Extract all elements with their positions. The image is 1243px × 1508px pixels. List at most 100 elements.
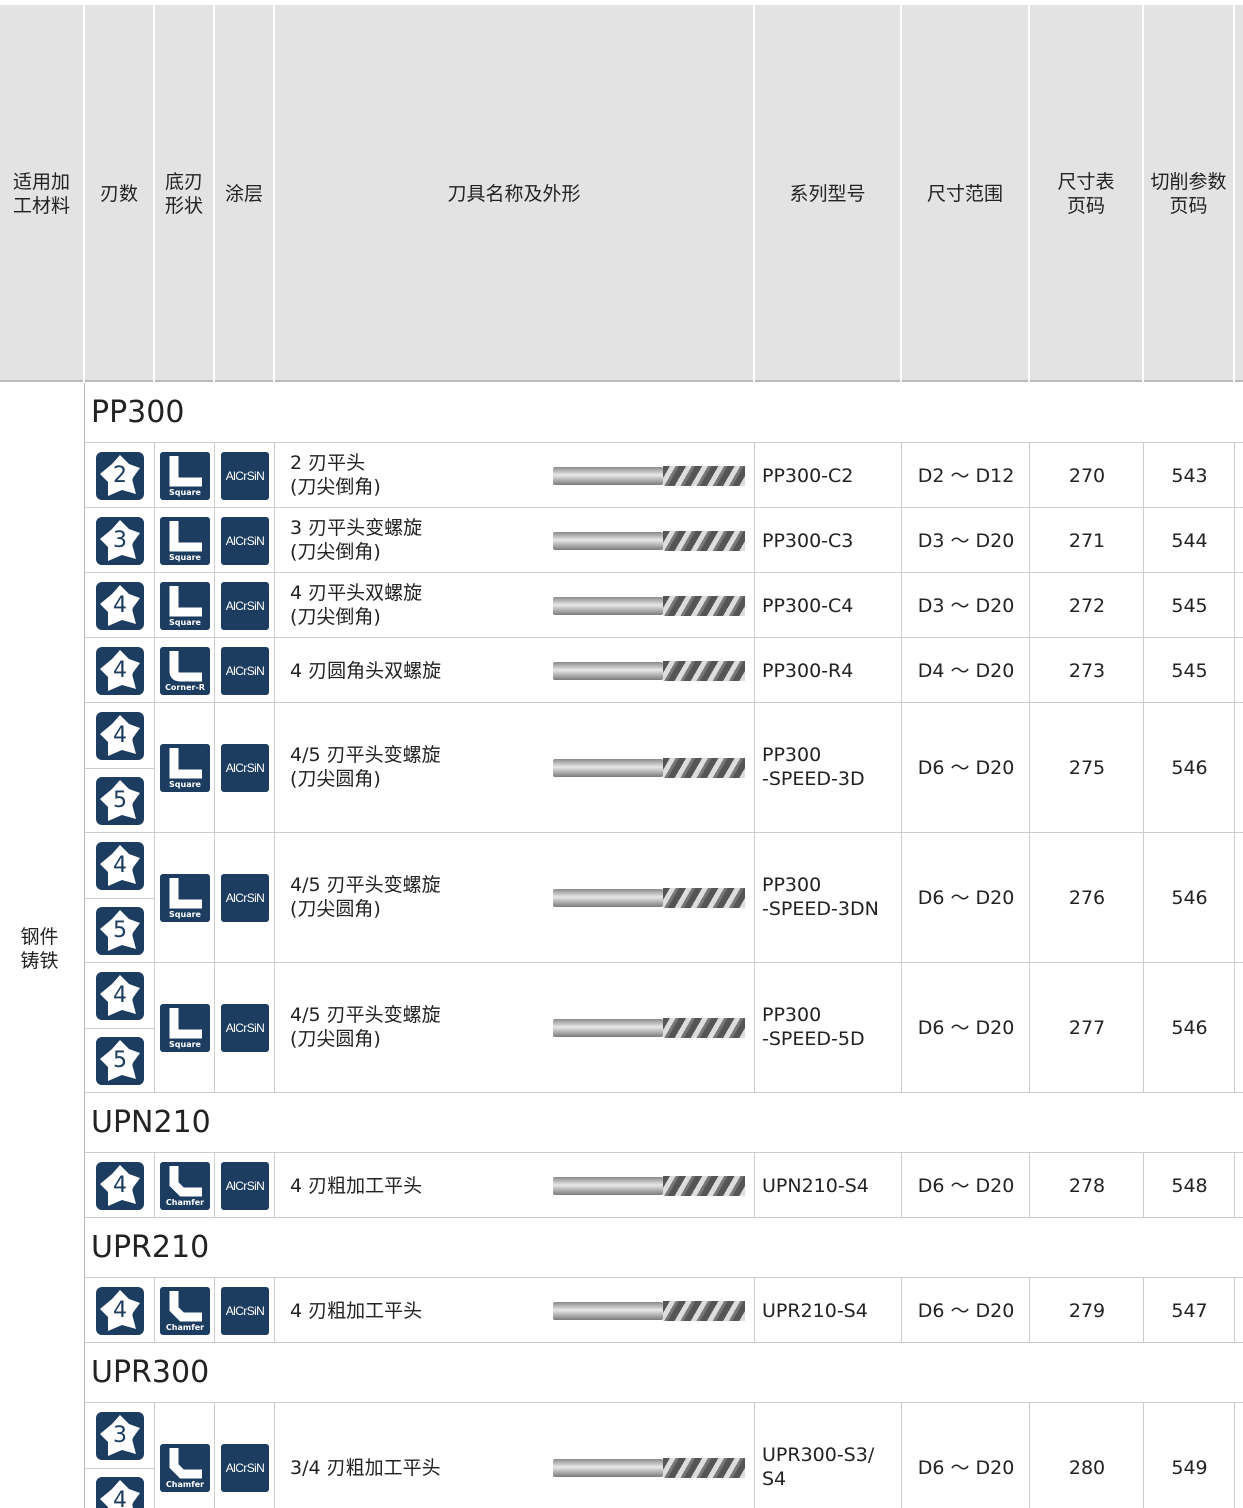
tool-shank bbox=[553, 596, 663, 615]
divider bbox=[85, 1028, 155, 1029]
header-text: 切削参数页码 bbox=[1150, 170, 1227, 217]
note-text: (刀尖倒角) bbox=[290, 605, 381, 628]
range: D6 ～ D20 bbox=[917, 1017, 1015, 1039]
shape-icon: Corner-R bbox=[160, 646, 210, 695]
cut-page: 543 bbox=[1171, 464, 1208, 487]
tool-flutes bbox=[663, 660, 745, 681]
divider bbox=[214, 1153, 215, 1218]
divider bbox=[901, 508, 902, 573]
divider bbox=[901, 703, 902, 833]
flute-number: 4 bbox=[113, 982, 127, 1008]
material: 钢件铸铁 bbox=[0, 925, 85, 973]
tool-flutes bbox=[663, 758, 745, 778]
flute-icon: 2 bbox=[96, 451, 144, 500]
coating-label: AlCrSiN bbox=[225, 533, 265, 548]
flute-number: 5 bbox=[113, 917, 127, 943]
divider bbox=[901, 1153, 902, 1218]
size-page: 273 bbox=[1068, 659, 1106, 682]
row: 3 4 Chamfer AlCrSiN 3/4 刃粗加工平头 UPR300-S3/ S4 D… bbox=[85, 1403, 1243, 1508]
note-text: (刀尖倒角) bbox=[290, 475, 381, 498]
row: 3 Square AlCrSiN 3 刃平头变螺旋 (刀尖倒角) PP300-C3 D3 ～… bbox=[85, 508, 1243, 573]
row: 2 Square AlCrSiN 2 刃平头 (刀尖倒角) PP300-C2 D2 ～ D1… bbox=[85, 443, 1243, 508]
shape-icon: Square bbox=[160, 451, 210, 500]
model: UPR210-S4 bbox=[762, 1299, 868, 1322]
row: 4 Chamfer AlCrSiN 4 刃粗加工平头 UPN210-S4 D6 ～ D20… bbox=[85, 1153, 1243, 1218]
range: D2 ～ D12 bbox=[917, 464, 1015, 487]
tool-shank bbox=[553, 1019, 663, 1037]
divider bbox=[274, 573, 275, 638]
shape-label: Chamfer bbox=[165, 1197, 205, 1207]
coating-label: AlCrSiN bbox=[225, 468, 265, 483]
divider bbox=[754, 1153, 755, 1218]
coating-label: AlCrSiN bbox=[225, 663, 265, 678]
divider bbox=[1234, 443, 1235, 508]
header-cell: 刃数 bbox=[85, 5, 155, 382]
shape-label: Square bbox=[169, 487, 201, 497]
size-page: 276 bbox=[1068, 887, 1106, 909]
cut-page: 545 bbox=[1171, 594, 1208, 617]
model: UPR300-S3/ S4 bbox=[762, 1444, 875, 1490]
divider bbox=[754, 1403, 755, 1508]
divider bbox=[1029, 1153, 1030, 1218]
size-page: 270 bbox=[1068, 464, 1106, 487]
model: PP300-C3 bbox=[762, 529, 854, 552]
header-cell: 刀具名称及外形 bbox=[275, 5, 755, 382]
flute-number: 5 bbox=[113, 787, 127, 813]
flute-icon: 4 bbox=[96, 581, 144, 630]
divider bbox=[214, 443, 215, 508]
divider bbox=[754, 638, 755, 703]
divider bbox=[85, 1277, 1243, 1278]
shape-icon: Square bbox=[160, 874, 210, 922]
divider bbox=[1029, 833, 1030, 963]
name-text: 4/5 刃平头变螺旋 bbox=[290, 1004, 441, 1026]
divider bbox=[901, 1278, 902, 1343]
name-text: 4 刃粗加工平头 bbox=[290, 1299, 423, 1322]
flute-number: 2 bbox=[113, 462, 127, 488]
group-title: UPR300 bbox=[91, 1355, 210, 1390]
header-bg bbox=[0, 5, 1243, 382]
divider bbox=[1143, 573, 1144, 638]
tool-flutes bbox=[663, 1300, 745, 1321]
coating-label: AlCrSiN bbox=[225, 1303, 265, 1318]
divider bbox=[274, 703, 275, 833]
divider bbox=[85, 1468, 155, 1469]
divider bbox=[754, 703, 755, 833]
range: D4 ～ D20 bbox=[917, 659, 1015, 682]
row: 4 5 Square AlCrSiN 4/5 刃平头变螺旋 (刀尖圆角) PP300 -SP… bbox=[85, 833, 1243, 963]
divider bbox=[274, 638, 275, 703]
shape-label: Chamfer bbox=[165, 1480, 205, 1489]
header-text: 尺寸表页码 bbox=[1057, 170, 1115, 217]
name-text: 4 刃粗加工平头 bbox=[290, 1174, 423, 1197]
tool-name: 4 刃平头双螺旋 (刀尖倒角) bbox=[290, 581, 422, 629]
range: D6 ～ D20 bbox=[917, 757, 1015, 779]
divider bbox=[274, 443, 275, 508]
shape-icon: Square bbox=[160, 1004, 210, 1052]
divider bbox=[154, 443, 155, 508]
coating-label: AlCrSiN bbox=[225, 761, 265, 775]
divider bbox=[85, 768, 155, 769]
model: PP300-C2 bbox=[762, 464, 854, 487]
divider bbox=[85, 898, 155, 899]
row: 4 Corner-R AlCrSiN 4 刃圆角头双螺旋 PP300-R4 D4 ～ D2… bbox=[85, 638, 1243, 703]
flute-icon: 4 bbox=[96, 1476, 144, 1508]
shape-label: Square bbox=[169, 780, 201, 789]
divider bbox=[1234, 833, 1235, 963]
flute-number: 4 bbox=[113, 592, 127, 618]
shape-label: Square bbox=[169, 1040, 201, 1049]
tool-shank bbox=[553, 759, 663, 777]
header-cell: 底刃形状 bbox=[155, 5, 215, 382]
divider bbox=[1234, 1403, 1235, 1508]
divider bbox=[85, 1402, 1243, 1403]
coating-label: AlCrSiN bbox=[225, 1461, 265, 1475]
divider bbox=[1029, 638, 1030, 703]
model: PP300-C4 bbox=[762, 594, 854, 617]
divider bbox=[154, 508, 155, 573]
flute-number: 4 bbox=[113, 1297, 127, 1323]
divider bbox=[754, 573, 755, 638]
group-title: PP300 bbox=[91, 395, 185, 430]
tool-flutes bbox=[663, 530, 745, 551]
tool-name: 3/4 刃粗加工平头 bbox=[290, 1456, 441, 1480]
tool-shank bbox=[553, 1459, 663, 1477]
name-text: 4/5 刃平头变螺旋 bbox=[290, 874, 441, 896]
flute-icon: 5 bbox=[96, 1036, 144, 1085]
